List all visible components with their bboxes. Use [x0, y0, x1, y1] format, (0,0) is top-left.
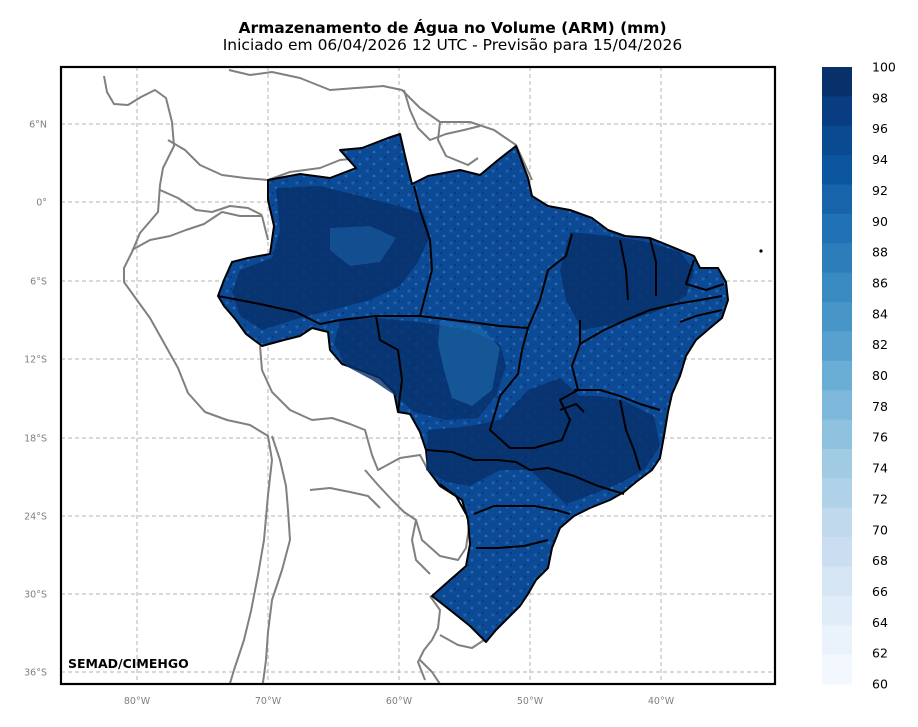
colorbar-segment — [822, 360, 852, 391]
colorbar-segment — [822, 478, 852, 509]
lat-tick-label: 24°S — [24, 512, 47, 523]
paraguay-border — [364, 469, 471, 561]
colorbar-tick-label: 90 — [872, 214, 888, 229]
fernando-de-noronha-island — [759, 249, 763, 253]
colorbar-segment — [822, 125, 852, 156]
colorbar-tick-label: 98 — [872, 90, 888, 105]
country-borders — [103, 69, 533, 684]
dark-region-southeast — [426, 378, 660, 504]
lon-tick-label: 60°W — [386, 696, 413, 707]
colorbar-tick-label: 92 — [872, 183, 888, 198]
colorbar-tick-label: 88 — [872, 245, 888, 260]
colorbar-segment — [822, 448, 852, 479]
colombia-venezuela-border — [167, 139, 361, 181]
colorbar-tick-label: 76 — [872, 430, 888, 445]
colorbar-segment — [822, 243, 852, 274]
colorbar-segment — [822, 96, 852, 127]
north-coast — [228, 69, 533, 181]
lat-tick-label: 6°N — [29, 120, 47, 131]
colorbar-tick-label: 68 — [872, 553, 888, 568]
colorbar-tick-label: 86 — [872, 275, 888, 290]
longitude-labels: 80°W 70°W 60°W 50°W 40°W — [124, 696, 675, 707]
central-coast-link — [411, 519, 431, 575]
colombia-ecuador-border — [159, 189, 263, 216]
colorbar-tick-label: 84 — [872, 306, 888, 321]
south-america-west-coast — [103, 75, 273, 684]
colorbar-tick-label: 66 — [872, 584, 888, 599]
map-frame — [59, 65, 777, 686]
colorbar-tick-label: 70 — [872, 522, 888, 537]
colorbar-tick-label: 74 — [872, 461, 888, 476]
uruguay-border — [417, 595, 441, 681]
colorbar-segment — [822, 419, 852, 450]
colorbar-segment — [822, 155, 852, 186]
peru-border — [131, 211, 269, 251]
lon-tick-label: 40°W — [648, 696, 675, 707]
guyana-border — [403, 89, 481, 141]
colorbar-segment — [822, 302, 852, 332]
lat-tick-label: 18°S — [24, 434, 47, 445]
map-title: Armazenamento de Água no Volume (ARM) (m… — [238, 19, 667, 37]
colorbar-segment — [822, 213, 852, 244]
colorbar-labels: 100 98 96 94 92 90 88 86 84 82 80 78 76 74 72 70 68 66 64 6… — [872, 60, 896, 692]
argentina-east — [309, 487, 381, 509]
lat-tick-label: 36°S — [24, 668, 47, 679]
lat-tick-label: 30°S — [24, 590, 47, 601]
lon-tick-label: 50°W — [517, 696, 544, 707]
map-subtitle: Iniciado em 06/04/2026 12 UTC - Previsão… — [222, 36, 683, 54]
lat-tick-label: 12°S — [24, 355, 47, 366]
colorbar-segment — [822, 654, 852, 685]
colorbar-tick-label: 80 — [872, 368, 888, 383]
la-plata-coast — [439, 634, 485, 649]
colorbar-segment — [822, 67, 852, 97]
colorbar-tick-label: 94 — [872, 152, 888, 167]
colorbar — [822, 67, 852, 685]
colorbar-segment — [822, 595, 852, 626]
colorbar-segment — [822, 184, 852, 215]
argentina-coast — [419, 659, 441, 684]
lon-tick-label: 70°W — [255, 696, 282, 707]
colorbar-segment — [822, 625, 852, 656]
colorbar-segment — [822, 507, 852, 538]
colorbar-segment — [822, 537, 852, 567]
light-region-central — [438, 320, 500, 406]
colorbar-tick-label: 62 — [872, 646, 888, 661]
credit-label: SEMAD/CIMEHGO — [68, 656, 189, 671]
dark-region-north — [232, 186, 430, 330]
colorbar-tick-label: 96 — [872, 121, 888, 136]
colorbar-tick-label: 78 — [872, 399, 888, 414]
state-borders — [217, 185, 725, 549]
colorbar-segment — [822, 566, 852, 597]
lon-tick-label: 80°W — [124, 696, 151, 707]
colorbar-segment — [822, 331, 852, 362]
colorbar-tick-label: 82 — [872, 337, 888, 352]
colorbar-tick-label: 100 — [872, 60, 896, 75]
lat-tick-label: 0° — [36, 198, 47, 209]
suriname-border — [437, 121, 479, 166]
colorbar-tick-label: 72 — [872, 491, 888, 506]
light-region-west — [330, 226, 396, 266]
brazil-arm-field — [217, 133, 729, 643]
colorbar-segment — [822, 272, 852, 303]
latitude-labels: 6°N 0° 6°S 12°S 18°S 24°S 30°S 36°S — [24, 120, 47, 679]
colorbar-segment — [822, 390, 852, 421]
bolivia-border — [259, 345, 429, 471]
colorbar-tick-label: 60 — [872, 677, 888, 692]
lat-tick-label: 6°S — [30, 277, 47, 288]
chile-argentina-border — [261, 435, 291, 684]
colorbar-tick-label: 64 — [872, 615, 888, 630]
